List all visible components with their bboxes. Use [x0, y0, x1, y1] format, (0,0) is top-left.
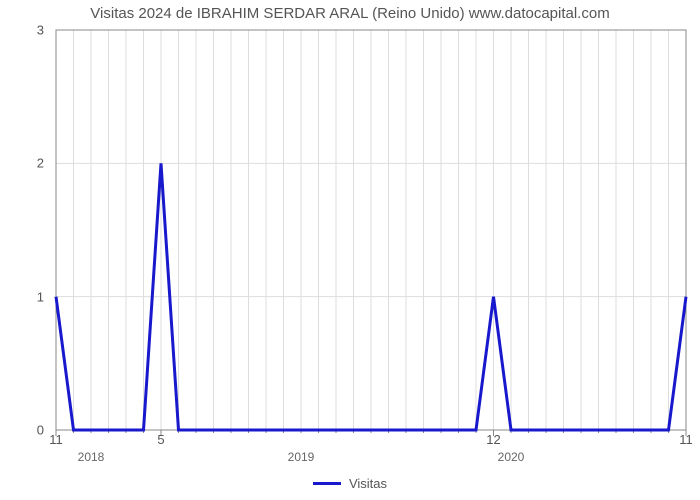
- y-tick-label: 2: [37, 156, 44, 171]
- chart-container: Visitas 2024 de IBRAHIM SERDAR ARAL (Rei…: [0, 0, 700, 500]
- chart-svg: [56, 30, 686, 430]
- y-tick-label: 0: [37, 423, 44, 438]
- x-tick-label: 5: [157, 432, 164, 447]
- x-tick-label: 12: [486, 432, 500, 447]
- y-tick-label: 3: [37, 23, 44, 38]
- chart-title: Visitas 2024 de IBRAHIM SERDAR ARAL (Rei…: [0, 5, 700, 22]
- legend-line: [313, 482, 341, 485]
- x-axis: 1151211201820192020: [56, 432, 686, 472]
- plot-area: [56, 30, 686, 430]
- x-year-label: 2018: [78, 450, 105, 464]
- legend-label: Visitas: [349, 476, 387, 491]
- y-tick-label: 1: [37, 289, 44, 304]
- x-tick-label: 11: [49, 432, 63, 447]
- legend-item: Visitas: [313, 476, 387, 491]
- x-tick-label: 11: [679, 432, 693, 447]
- x-year-label: 2020: [498, 450, 525, 464]
- legend: Visitas: [0, 472, 700, 491]
- grid: [56, 30, 686, 430]
- x-year-label: 2019: [288, 450, 315, 464]
- y-axis: 0123: [0, 30, 50, 430]
